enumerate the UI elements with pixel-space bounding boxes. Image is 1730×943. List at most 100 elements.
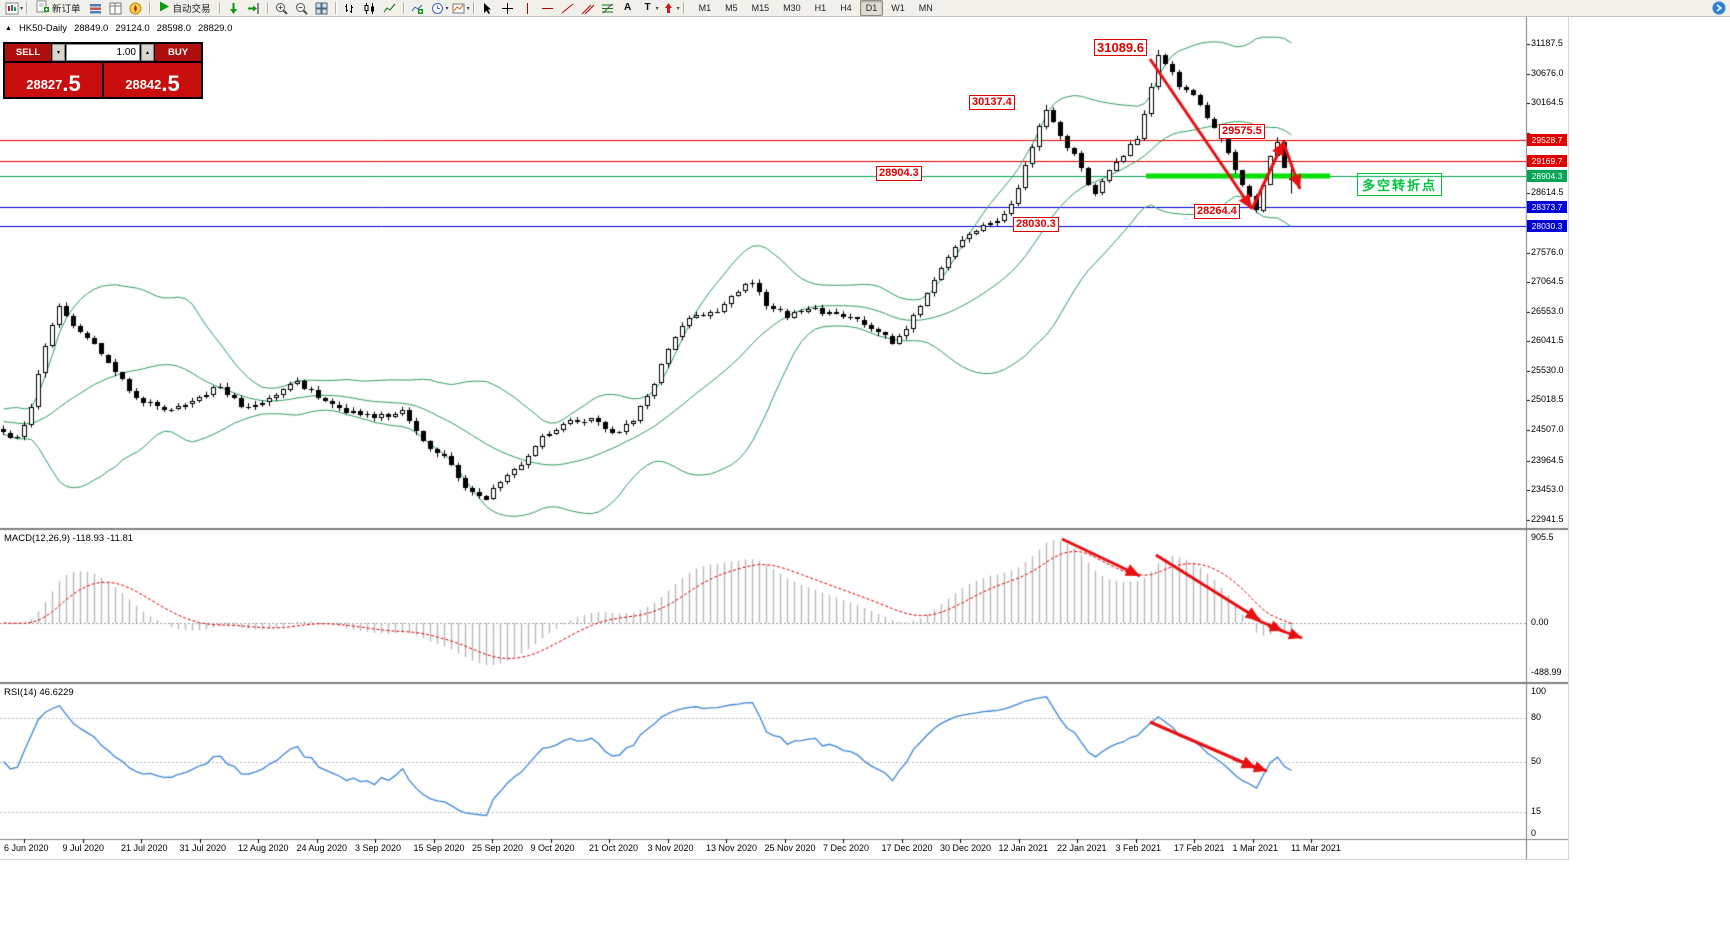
zoom-in-icon[interactable] bbox=[272, 1, 292, 16]
chart-canvas[interactable] bbox=[0, 17, 1568, 859]
new-order-button[interactable]: 新订单 bbox=[31, 0, 86, 16]
tile-windows-icon[interactable] bbox=[312, 1, 332, 16]
time-axis-label: 17 Dec 2020 bbox=[881, 843, 933, 853]
turning-point-note[interactable]: 多空转折点 bbox=[1357, 173, 1443, 196]
toolbar-separator bbox=[266, 2, 269, 14]
timeframe-button-h1[interactable]: H1 bbox=[814, 3, 827, 13]
sell-price-button[interactable]: 28827.5 bbox=[5, 63, 102, 97]
price-axis-label: 30676.0 bbox=[1531, 67, 1564, 78]
timeframe-button-m15[interactable]: M15 bbox=[751, 3, 770, 13]
new-order-label: 新订单 bbox=[52, 4, 81, 15]
price-axis-label: 27064.5 bbox=[1531, 276, 1564, 287]
market-watch-icon[interactable] bbox=[86, 1, 106, 16]
templates-caret-icon[interactable]: ▾ bbox=[466, 5, 470, 12]
trendline-icon[interactable] bbox=[558, 1, 578, 16]
price-line-tag: 28030.3 bbox=[1527, 220, 1567, 233]
time-axis-label: 3 Sep 2020 bbox=[355, 843, 402, 853]
timeframe-button-w1[interactable]: W1 bbox=[891, 3, 905, 13]
toolbar-more-icon[interactable] bbox=[1712, 1, 1726, 15]
time-axis-label: 11 Mar 2021 bbox=[1291, 843, 1341, 853]
auto-scroll-icon[interactable] bbox=[224, 1, 244, 16]
fibonacci-icon[interactable] bbox=[598, 1, 618, 16]
time-axis-label: 13 Nov 2020 bbox=[706, 843, 758, 853]
rsi-axis-label: 80 bbox=[1531, 712, 1542, 722]
macd-values: -118.93 -11.81 bbox=[72, 533, 134, 544]
time-axis-label: 25 Nov 2020 bbox=[764, 843, 816, 853]
periods-caret-icon[interactable]: ▾ bbox=[445, 5, 449, 12]
price-callout[interactable]: 28030.3 bbox=[1013, 217, 1059, 232]
price-callout[interactable]: 30137.4 bbox=[969, 95, 1015, 110]
templates-icon[interactable] bbox=[449, 1, 469, 16]
volume-up-button[interactable]: ▴ bbox=[141, 44, 154, 61]
cursor-icon[interactable] bbox=[478, 1, 498, 16]
volume-input[interactable] bbox=[66, 44, 140, 61]
price-axis-label: 26553.0 bbox=[1531, 305, 1564, 316]
timeframe-button-h4[interactable]: H4 bbox=[840, 3, 852, 13]
quote-symbol: HK50-Daily bbox=[18, 23, 67, 34]
arrows-caret-icon[interactable]: ▾ bbox=[676, 5, 680, 12]
crosshair-icon[interactable] bbox=[498, 1, 518, 16]
bar-chart-icon[interactable] bbox=[340, 1, 360, 16]
time-axis-label: 24 Aug 2020 bbox=[296, 843, 348, 853]
price-axis-label: 26041.5 bbox=[1531, 335, 1564, 346]
price-axis-label: 27576.0 bbox=[1531, 246, 1564, 257]
buy-button[interactable]: BUY bbox=[155, 44, 201, 61]
timeframe-button-m5[interactable]: M5 bbox=[725, 3, 738, 13]
timeframe-button-m1[interactable]: M1 bbox=[698, 3, 712, 13]
time-axis-label: 31 Jul 2020 bbox=[179, 843, 227, 853]
autotrading-play-icon bbox=[159, 1, 170, 15]
timeframe-button-d1[interactable]: D1 bbox=[859, 0, 884, 16]
autotrading-button[interactable]: 自动交易 bbox=[154, 1, 216, 16]
time-axis-label: 12 Aug 2020 bbox=[238, 843, 289, 853]
macd-label: MACD(12,26,9) bbox=[4, 533, 70, 544]
timeframe-button-mn[interactable]: MN bbox=[918, 3, 933, 13]
time-axis-label: 25 Sep 2020 bbox=[472, 843, 524, 853]
zoom-out-icon[interactable] bbox=[292, 1, 312, 16]
autotrading-label: 自动交易 bbox=[172, 4, 211, 15]
text-icon[interactable]: A bbox=[623, 2, 632, 13]
quote-high: 29124.0 bbox=[115, 23, 150, 34]
price-callout[interactable]: 31089.6 bbox=[1094, 39, 1147, 56]
timeframe-button-m30[interactable]: M30 bbox=[783, 3, 801, 13]
navigator-icon[interactable] bbox=[126, 1, 146, 16]
indicators-icon[interactable] bbox=[408, 1, 428, 16]
label-icon[interactable]: T bbox=[644, 2, 651, 13]
sell-price-pips: .5 bbox=[62, 71, 81, 96]
chart-shift-icon[interactable] bbox=[244, 1, 264, 16]
new-chart-caret-icon[interactable]: ▾ bbox=[20, 5, 24, 12]
data-window-icon[interactable] bbox=[106, 1, 126, 16]
time-axis-label: 21 Oct 2020 bbox=[589, 843, 639, 853]
rsi-title: RSI(14) 46.6229 bbox=[4, 687, 74, 698]
toolbar-separator bbox=[26, 2, 29, 14]
time-axis-label: 9 Oct 2020 bbox=[530, 843, 575, 853]
price-callout[interactable]: 28904.3 bbox=[876, 166, 922, 181]
toolbar-separator bbox=[402, 2, 405, 14]
toolbar-separator bbox=[334, 2, 337, 14]
price-axis-label: 23964.5 bbox=[1531, 454, 1564, 465]
price-line-tag: 29528.7 bbox=[1527, 133, 1567, 146]
macd-axis-label: 905.5 bbox=[1531, 532, 1554, 542]
sell-button[interactable]: SELL bbox=[5, 44, 51, 61]
quote-close: 28829.0 bbox=[198, 23, 233, 34]
price-callout[interactable]: 28264.4 bbox=[1194, 204, 1240, 219]
time-axis-label: 1 Mar 2021 bbox=[1232, 843, 1279, 853]
price-callout[interactable]: 29575.5 bbox=[1219, 124, 1265, 139]
buy-price-main: 28842 bbox=[125, 77, 162, 92]
toolbar-separator bbox=[682, 2, 685, 14]
one-click-trading-panel: SELL ▾ ▴ BUY 28827.5 28842.5 bbox=[3, 42, 203, 99]
price-line-tag: 28904.3 bbox=[1527, 169, 1567, 182]
arrows-icon[interactable] bbox=[659, 1, 679, 16]
volume-down-button[interactable]: ▾ bbox=[52, 44, 65, 61]
price-axis-label: 28614.5 bbox=[1531, 186, 1564, 197]
channel-icon[interactable] bbox=[578, 1, 598, 16]
candlestick-chart-icon[interactable] bbox=[360, 1, 380, 16]
rsi-axis-label: 0 bbox=[1531, 828, 1537, 838]
label-caret-icon[interactable]: ▾ bbox=[655, 5, 659, 12]
line-chart-icon[interactable] bbox=[380, 1, 400, 16]
buy-price-button[interactable]: 28842.5 bbox=[104, 63, 201, 97]
horizontal-line-icon[interactable] bbox=[538, 1, 558, 16]
new-chart-icon[interactable] bbox=[2, 1, 22, 16]
vertical-line-icon[interactable] bbox=[518, 1, 538, 16]
periods-icon[interactable] bbox=[428, 1, 448, 16]
